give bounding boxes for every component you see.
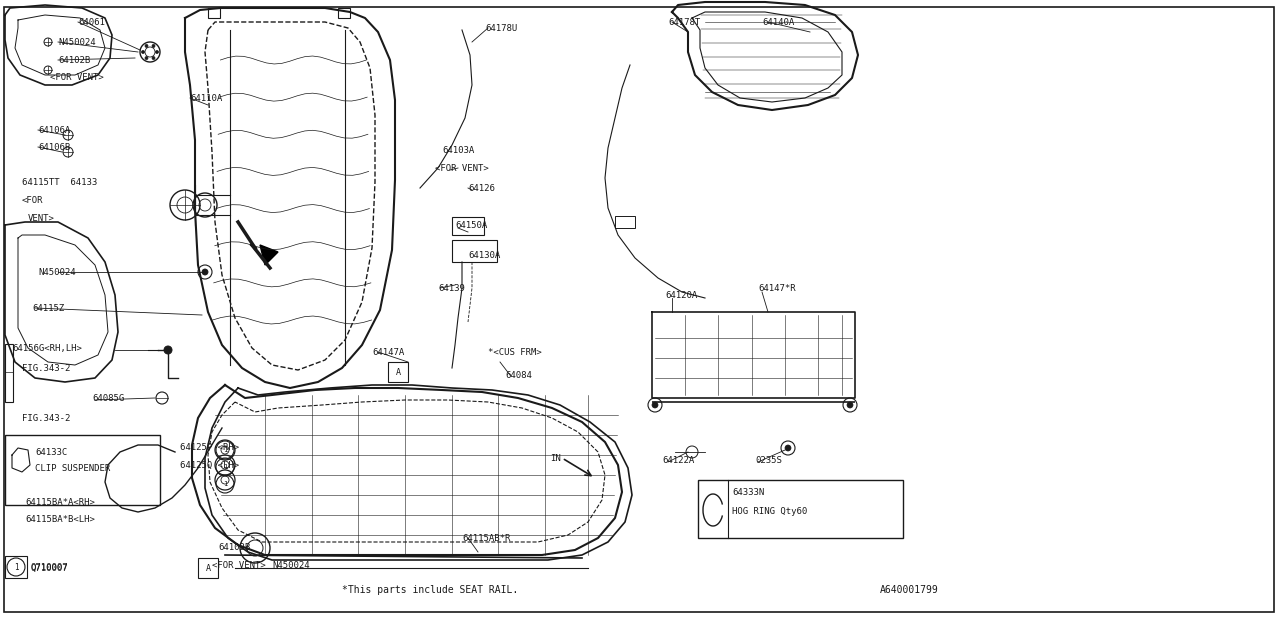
Text: A: A bbox=[206, 563, 210, 573]
Text: 64115TT  64133: 64115TT 64133 bbox=[22, 177, 97, 186]
Text: *<CUS FRM>: *<CUS FRM> bbox=[488, 348, 541, 356]
Text: 64130A: 64130A bbox=[468, 250, 500, 259]
Text: 64150A: 64150A bbox=[454, 221, 488, 230]
Circle shape bbox=[155, 51, 159, 54]
Circle shape bbox=[145, 44, 148, 47]
Bar bbox=[209, 8, 220, 18]
Text: FIG.343-2: FIG.343-2 bbox=[22, 364, 70, 372]
Text: N450024: N450024 bbox=[273, 561, 310, 570]
Bar bbox=[452, 217, 484, 235]
Text: 64102B: 64102B bbox=[58, 56, 91, 65]
Text: IN: IN bbox=[550, 454, 561, 463]
Text: 64085G: 64085G bbox=[92, 394, 124, 403]
Text: 64126: 64126 bbox=[468, 184, 495, 193]
Bar bbox=[5, 435, 160, 505]
Text: <FOR: <FOR bbox=[22, 195, 44, 205]
Bar bbox=[5, 556, 27, 578]
Text: 1: 1 bbox=[223, 481, 227, 487]
Text: 1: 1 bbox=[223, 447, 227, 453]
Text: 64139: 64139 bbox=[438, 284, 465, 292]
Text: Q710007: Q710007 bbox=[29, 563, 68, 573]
Text: 64115Z: 64115Z bbox=[32, 303, 64, 312]
Text: 1: 1 bbox=[223, 464, 227, 470]
Circle shape bbox=[202, 269, 209, 275]
Text: 64333N: 64333N bbox=[732, 488, 764, 497]
Text: 64115BA*B<LH>: 64115BA*B<LH> bbox=[26, 515, 95, 525]
Text: 64061: 64061 bbox=[78, 17, 105, 26]
Bar bbox=[452, 240, 497, 262]
Bar bbox=[338, 8, 349, 18]
Text: N450024: N450024 bbox=[58, 38, 96, 47]
Text: 64147*R: 64147*R bbox=[758, 284, 796, 292]
Text: 64140A: 64140A bbox=[762, 17, 795, 26]
Circle shape bbox=[847, 402, 852, 408]
Bar bbox=[388, 362, 408, 382]
Bar bbox=[614, 216, 635, 228]
Text: CLIP SUSPENDER: CLIP SUSPENDER bbox=[35, 463, 110, 472]
Text: 64103A: 64103A bbox=[442, 145, 475, 154]
Circle shape bbox=[785, 445, 791, 451]
Text: 64178T: 64178T bbox=[668, 17, 700, 26]
Text: 64102B: 64102B bbox=[218, 543, 251, 552]
Text: N450024: N450024 bbox=[38, 268, 76, 276]
Circle shape bbox=[652, 402, 658, 408]
Bar bbox=[198, 558, 218, 578]
Text: 64110A: 64110A bbox=[189, 93, 223, 102]
Text: <FOR VENT>: <FOR VENT> bbox=[435, 163, 489, 173]
Circle shape bbox=[164, 346, 172, 354]
Circle shape bbox=[152, 44, 155, 47]
Text: 64106B: 64106B bbox=[38, 143, 70, 152]
Text: 64115BA*A<RH>: 64115BA*A<RH> bbox=[26, 497, 95, 506]
Text: 64125Q <LH>: 64125Q <LH> bbox=[180, 461, 239, 470]
Bar bbox=[5, 344, 13, 402]
Text: <FOR VENT>: <FOR VENT> bbox=[212, 561, 266, 570]
Text: Q710007: Q710007 bbox=[29, 563, 68, 572]
Bar bbox=[698, 480, 902, 538]
Text: VENT>: VENT> bbox=[28, 214, 55, 223]
Text: HOG RING Qty60: HOG RING Qty60 bbox=[732, 508, 808, 516]
Text: 64156G<RH,LH>: 64156G<RH,LH> bbox=[12, 344, 82, 353]
Text: 64125P <RH>: 64125P <RH> bbox=[180, 442, 239, 451]
Text: A640001799: A640001799 bbox=[881, 585, 938, 595]
Text: 64122A: 64122A bbox=[662, 456, 694, 465]
Text: 64120A: 64120A bbox=[666, 291, 698, 300]
Circle shape bbox=[142, 51, 145, 54]
Circle shape bbox=[152, 56, 155, 60]
Text: 64084: 64084 bbox=[506, 371, 532, 380]
Text: 0235S: 0235S bbox=[755, 456, 782, 465]
Circle shape bbox=[145, 47, 155, 57]
Polygon shape bbox=[260, 245, 278, 265]
Text: FIG.343-2: FIG.343-2 bbox=[22, 413, 70, 422]
Circle shape bbox=[145, 56, 148, 60]
Text: 64115AB*R: 64115AB*R bbox=[462, 534, 511, 543]
Text: *This parts include SEAT RAIL.: *This parts include SEAT RAIL. bbox=[342, 585, 518, 595]
Text: <FOR VENT>: <FOR VENT> bbox=[50, 72, 104, 81]
Text: 64106A: 64106A bbox=[38, 125, 70, 134]
Text: 1: 1 bbox=[14, 563, 18, 572]
Text: 64133C: 64133C bbox=[35, 447, 68, 456]
Text: 64178U: 64178U bbox=[485, 24, 517, 33]
Text: A: A bbox=[396, 367, 401, 376]
Text: 64147A: 64147A bbox=[372, 348, 404, 356]
